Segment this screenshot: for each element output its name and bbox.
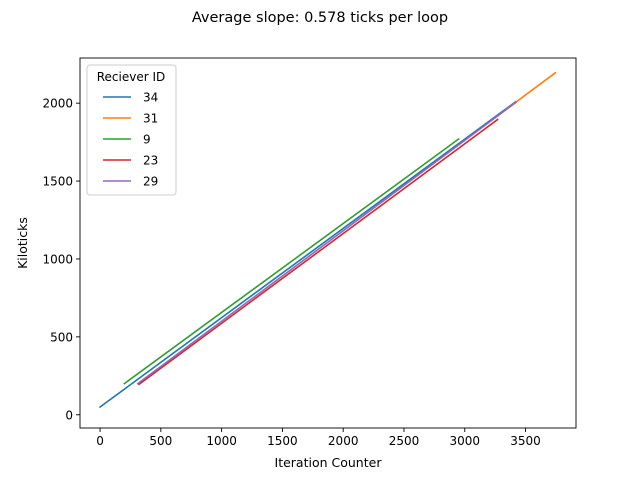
legend-entries: 34 31 9 23 29	[103, 91, 158, 189]
series-line-23	[137, 118, 499, 386]
x-tick-label: 2500	[389, 434, 420, 448]
y-tick-label: 2000	[42, 97, 73, 111]
series-line-29	[136, 101, 517, 385]
x-tick-label: 500	[149, 434, 172, 448]
legend-title: Reciever ID	[97, 70, 166, 84]
x-axis-label: Iteration Counter	[275, 455, 383, 470]
y-tick-label: 1500	[42, 175, 73, 189]
y-tick-label: 500	[50, 330, 73, 344]
legend: Reciever ID 34 31 9 23 29	[86, 64, 177, 196]
x-tick-label: 1500	[267, 434, 298, 448]
x-tick-label: 3500	[510, 434, 541, 448]
chart-title: Average slope: 0.578 ticks per loop	[192, 10, 448, 26]
legend-label-23: 23	[143, 154, 158, 168]
plot-area-frame	[79, 57, 577, 429]
y-tick-label: 0	[65, 408, 73, 422]
y-axis-label: Kiloticks	[15, 217, 30, 269]
plot-series-group	[98, 71, 557, 409]
legend-label-29: 29	[143, 175, 158, 189]
y-tick-label: 1000	[42, 252, 73, 266]
x-tick-label: 0	[96, 434, 104, 448]
legend-label-31: 31	[143, 112, 158, 126]
y-axis-ticks: 0 500 1000 1500 2000	[42, 97, 80, 422]
x-tick-label: 1000	[206, 434, 237, 448]
x-tick-label: 2000	[328, 434, 359, 448]
legend-label-9: 9	[143, 133, 151, 147]
legend-label-34: 34	[143, 91, 158, 105]
series-line-34	[98, 100, 517, 409]
legend-frame	[86, 64, 177, 196]
x-tick-label: 3000	[449, 434, 480, 448]
x-axis-ticks: 0 500 1000 1500 2000 2500 3000 3500	[96, 428, 541, 448]
series-line-9	[123, 137, 460, 385]
